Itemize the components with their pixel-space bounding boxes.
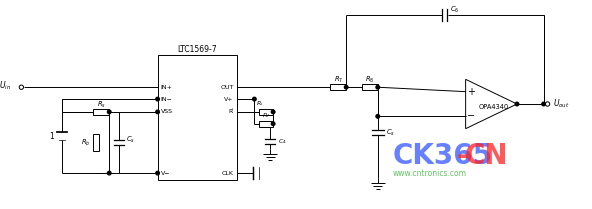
Circle shape — [19, 85, 24, 89]
Circle shape — [376, 85, 379, 89]
Bar — [330, 84, 346, 90]
Bar — [259, 109, 273, 115]
Text: CK365: CK365 — [392, 142, 493, 170]
Text: $C_s$: $C_s$ — [385, 127, 395, 138]
Circle shape — [156, 171, 159, 175]
Text: IN+: IN+ — [160, 85, 172, 90]
Circle shape — [108, 110, 111, 114]
Text: $C_4$: $C_4$ — [278, 137, 287, 146]
Text: IN−: IN− — [160, 97, 172, 102]
Circle shape — [156, 110, 159, 114]
Text: $R_i$: $R_i$ — [256, 99, 263, 108]
Text: $R_7$: $R_7$ — [334, 75, 343, 85]
Polygon shape — [466, 79, 517, 129]
Text: $C_s$: $C_s$ — [126, 134, 135, 145]
Circle shape — [271, 122, 275, 126]
Circle shape — [515, 102, 519, 106]
Text: CLK: CLK — [221, 171, 234, 176]
Bar — [94, 109, 110, 115]
Text: CN: CN — [465, 142, 508, 170]
Text: Rᴵ: Rᴵ — [229, 109, 234, 114]
Bar — [259, 121, 273, 127]
Text: VSS: VSS — [160, 109, 173, 114]
Bar — [362, 84, 378, 90]
Circle shape — [253, 97, 256, 101]
Text: OUT: OUT — [220, 85, 234, 90]
Text: -: - — [457, 142, 468, 170]
Text: LTC1569-7: LTC1569-7 — [177, 45, 217, 54]
Circle shape — [542, 102, 545, 106]
Text: 1: 1 — [49, 132, 54, 141]
Text: www.cntronics.com: www.cntronics.com — [392, 169, 466, 178]
Text: $U_{in}$: $U_{in}$ — [0, 80, 11, 93]
Text: −: − — [466, 111, 475, 121]
Circle shape — [345, 85, 348, 89]
Circle shape — [376, 115, 379, 118]
Text: V+: V+ — [224, 97, 234, 102]
Text: $R_f$: $R_f$ — [262, 111, 271, 120]
Text: OPA4340: OPA4340 — [478, 104, 509, 110]
Text: $C_6$: $C_6$ — [450, 5, 459, 15]
Bar — [94, 134, 99, 151]
Text: $R_b$: $R_b$ — [81, 137, 91, 148]
Circle shape — [545, 102, 550, 106]
Text: V−: V− — [160, 171, 170, 176]
Text: $U_{out}$: $U_{out}$ — [554, 98, 570, 110]
Text: +: + — [466, 87, 475, 97]
Bar — [157, 55, 237, 180]
Text: $R_8$: $R_8$ — [365, 75, 375, 85]
Circle shape — [108, 171, 111, 175]
Circle shape — [156, 97, 159, 101]
Circle shape — [271, 110, 275, 114]
Text: $R_s$: $R_s$ — [97, 100, 106, 110]
